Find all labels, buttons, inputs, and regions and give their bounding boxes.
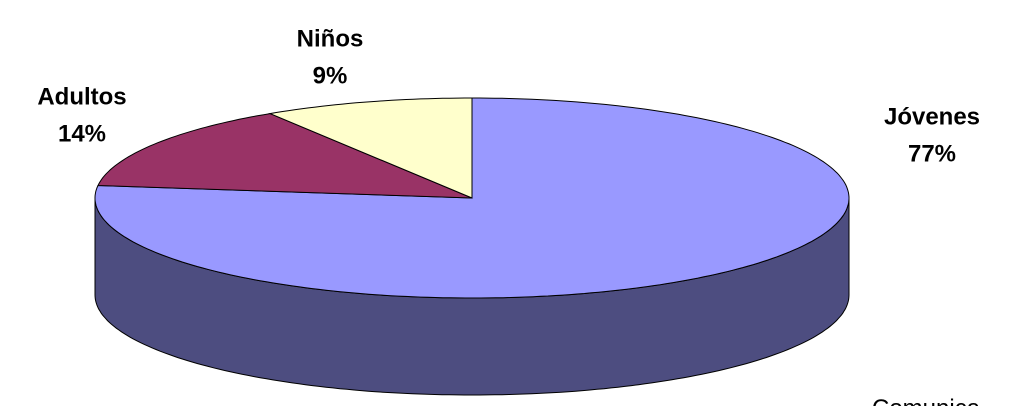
pie-tops [94,97,850,299]
slice-label: Niños [297,25,364,52]
pie-slice [268,97,473,199]
slice-value-label: 77% [908,140,956,167]
annotation: Comunica [872,395,981,406]
slice-value-label: 14% [58,120,106,147]
pie-slice [97,113,473,199]
slice-label: Jóvenes [884,103,980,130]
slice-label: Adultos [37,83,126,110]
slice-value-label: 9% [313,62,348,89]
